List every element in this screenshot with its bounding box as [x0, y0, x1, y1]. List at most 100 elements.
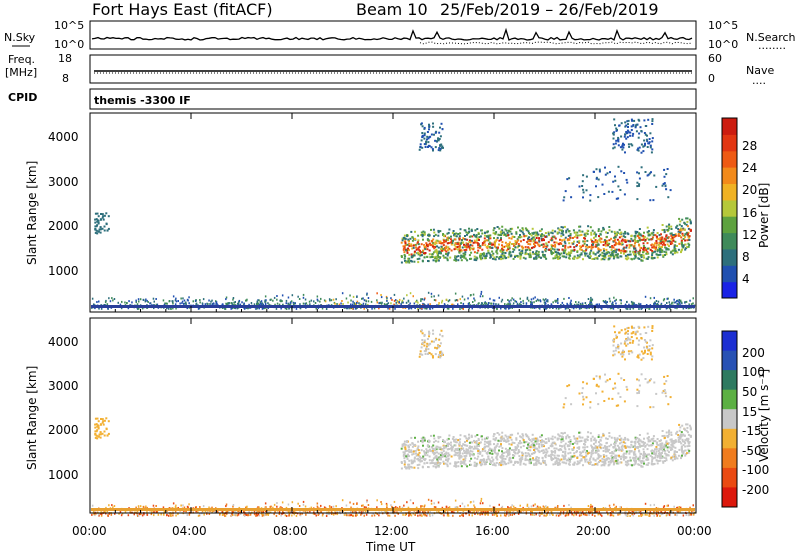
power-cell [591, 240, 593, 243]
power-cell [345, 297, 348, 300]
velocity-cell [156, 510, 159, 513]
power-cell [447, 231, 450, 234]
velocity-cell [460, 465, 463, 468]
power-cell [509, 255, 512, 258]
power-cell [458, 237, 461, 240]
power-colorbar-band [722, 199, 737, 217]
power-cell [581, 185, 584, 187]
power-cell [660, 233, 662, 236]
power-cell [287, 296, 290, 299]
power-cell [530, 303, 532, 306]
power-cell [430, 133, 433, 136]
power-cell [232, 297, 235, 299]
power-cell [428, 136, 431, 139]
power-cell [410, 256, 413, 259]
power-cell [545, 298, 547, 301]
power-cell [642, 242, 645, 245]
power-cell [261, 307, 264, 310]
power-cell [126, 302, 128, 305]
power-cell [432, 228, 435, 231]
power-cell [454, 235, 457, 238]
power-cell [420, 307, 423, 310]
velocity-cell [177, 513, 179, 516]
velocity-cell [638, 515, 640, 517]
power-cell [293, 303, 295, 306]
power-cell [408, 245, 411, 247]
power-cell [618, 249, 621, 252]
power-cell [261, 302, 264, 305]
velocity-cell [659, 515, 661, 517]
velocity-cell [585, 511, 588, 514]
power-cell [512, 243, 515, 246]
velocity-cell [459, 434, 462, 437]
power-cell [646, 140, 649, 143]
power-cell [595, 233, 598, 236]
velocity-cell [386, 506, 388, 509]
power-cell [665, 307, 668, 310]
velocity-cell [612, 463, 615, 466]
power-cell [481, 253, 483, 255]
power-cell [503, 255, 506, 258]
power-cell [640, 256, 643, 258]
velocity-cell [111, 504, 113, 507]
velocity-cell [446, 513, 449, 516]
power-cell [468, 241, 471, 243]
power-cell [628, 303, 630, 306]
power-cell [457, 303, 459, 306]
power-cell [660, 251, 663, 253]
velocity-cell [608, 457, 611, 460]
velocity-cell [567, 511, 569, 513]
power-cell [626, 129, 629, 132]
velocity-cell [575, 513, 578, 516]
power-cell [671, 236, 674, 239]
power-cell [418, 249, 421, 252]
velocity-cell [662, 461, 665, 464]
velocity-cell [293, 510, 295, 513]
power-cell [444, 256, 447, 259]
power-cell [270, 298, 272, 301]
velocity-cell [506, 513, 508, 516]
power-cell [596, 257, 599, 260]
power-cell [654, 302, 656, 305]
power-cell [417, 243, 420, 246]
power-cell [562, 233, 565, 236]
power-cell [453, 248, 456, 251]
velocity-cell [428, 448, 431, 451]
power-cell [469, 244, 472, 246]
power-cell [346, 307, 348, 310]
velocity-cell [433, 502, 435, 505]
power-cell [634, 239, 636, 242]
power-cell [555, 299, 558, 302]
power-cell [640, 151, 643, 154]
power-cell [508, 230, 511, 233]
power-cell [509, 302, 511, 305]
power-cell [642, 254, 645, 257]
power-cell [479, 255, 481, 258]
velocity-cell [513, 513, 516, 516]
power-cell [435, 248, 438, 251]
power-cell [622, 146, 625, 149]
power-cell [636, 235, 639, 238]
velocity-cell [401, 443, 404, 446]
power-cell [664, 246, 667, 249]
sky-panel-frame [89, 20, 697, 50]
velocity-cell [680, 445, 683, 448]
power-cell [619, 146, 622, 149]
power-cell [591, 258, 594, 260]
power-cell [665, 234, 668, 237]
velocity-cell [430, 502, 433, 505]
power-cell [668, 240, 671, 243]
power-cell [390, 297, 392, 300]
power-cell [428, 253, 431, 256]
power-cell [367, 300, 370, 303]
power-cell [467, 302, 470, 305]
velocity-cell [682, 514, 685, 517]
power-cell [510, 243, 513, 245]
power-cell [186, 307, 188, 310]
power-cell [446, 254, 449, 257]
velocity-cell [257, 506, 259, 509]
power-cell [517, 239, 520, 242]
power-cell [660, 303, 662, 306]
power-cell [206, 302, 208, 305]
velocity-cell [565, 459, 568, 462]
